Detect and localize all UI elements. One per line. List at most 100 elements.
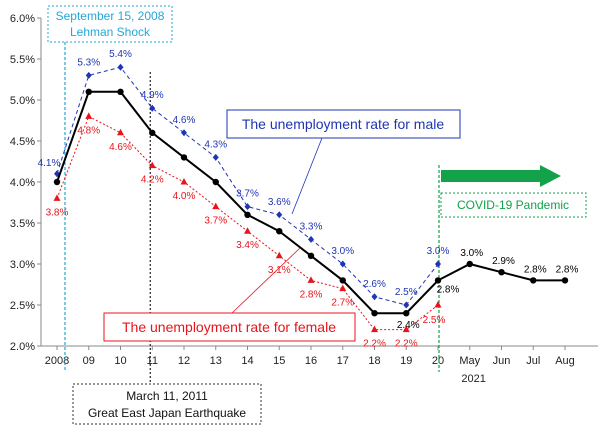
- female-callout-box: [103, 312, 356, 342]
- point-male: [212, 153, 219, 161]
- point-total: [434, 277, 442, 284]
- y-tick-label: 4.5%: [10, 136, 35, 148]
- data-label-male: 5.3%: [77, 57, 100, 68]
- data-label-female: 4.8%: [77, 125, 100, 136]
- data-label-female: 3.8%: [46, 207, 69, 218]
- data-label-female: 2.5%: [423, 315, 446, 326]
- point-female: [371, 325, 378, 333]
- x-tick-label: 10: [114, 355, 126, 367]
- point-male: [371, 293, 378, 301]
- x-tick-label: 19: [400, 355, 412, 367]
- data-label-female: 2.2%: [395, 339, 418, 350]
- female-callout-text: The unemployment rate for female: [122, 319, 336, 335]
- covid-annotation-label: COVID-19 Pandemic: [457, 198, 569, 212]
- point-male: [435, 260, 441, 268]
- data-label-total: 2.8%: [556, 264, 579, 275]
- data-label-total: 2.8%: [437, 284, 460, 295]
- x-tick-label: 09: [83, 355, 95, 367]
- point-total: [117, 88, 124, 96]
- data-label-female: 2.8%: [300, 289, 323, 300]
- data-label-female: 3.1%: [268, 265, 291, 276]
- point-female: [53, 194, 61, 201]
- point-female: [180, 178, 188, 185]
- point-male: [85, 71, 92, 79]
- y-tick-label: 2.0%: [10, 341, 35, 353]
- point-female: [148, 161, 156, 169]
- point-total: [466, 260, 473, 268]
- x-tick-label: 15: [273, 355, 285, 367]
- point-male: [308, 235, 314, 243]
- data-label-male: 3.0%: [331, 246, 354, 257]
- point-total: [85, 88, 92, 96]
- point-male: [149, 104, 156, 112]
- point-total: [339, 277, 346, 284]
- point-total: [561, 277, 569, 284]
- point-female: [339, 284, 347, 292]
- point-total: [498, 269, 505, 276]
- point-total: [307, 252, 315, 259]
- data-label-total: 2.9%: [492, 256, 515, 267]
- data-label-female: 4.2%: [141, 175, 164, 186]
- data-label-female: 4.0%: [173, 191, 196, 202]
- point-male: [181, 129, 187, 137]
- y-tick-label: 2.5%: [10, 300, 35, 312]
- data-label-female: 3.4%: [236, 240, 259, 251]
- point-total: [371, 310, 378, 317]
- female-callout-leader: [231, 247, 301, 314]
- data-label-total: 3.0%: [460, 248, 483, 259]
- data-label-male: 3.7%: [236, 189, 259, 200]
- point-total: [212, 178, 219, 186]
- data-label-total: 2.4%: [397, 320, 420, 331]
- point-total: [244, 211, 251, 218]
- point-female: [275, 251, 283, 259]
- covid-annotation-box: [440, 192, 587, 218]
- data-label-male: 2.5%: [395, 287, 418, 298]
- point-total: [403, 310, 410, 317]
- point-female: [402, 325, 410, 333]
- x-tick-label: Jul: [526, 355, 540, 367]
- y-tick-label: 5.0%: [10, 95, 35, 107]
- point-male: [339, 260, 346, 268]
- data-label-female: 2.2%: [363, 339, 386, 350]
- point-total: [180, 154, 188, 161]
- x-tick-label: May: [459, 355, 480, 367]
- data-label-male: 4.3%: [204, 139, 227, 150]
- data-label-male: 3.6%: [268, 197, 291, 208]
- lehman-annotation-box: [47, 5, 173, 43]
- male-callout-box: [226, 109, 461, 139]
- data-label-female: 2.7%: [331, 298, 354, 309]
- data-label-total: 2.8%: [524, 264, 547, 275]
- x-sublabel-year: 2021: [461, 373, 485, 385]
- lehman-annotation-date: September 15, 2008: [56, 9, 165, 23]
- point-female: [307, 276, 315, 283]
- y-tick-label: 6.0%: [10, 13, 35, 25]
- point-total: [149, 129, 156, 136]
- x-tick-label: 11: [147, 355, 158, 367]
- point-male: [117, 63, 124, 71]
- data-label-male: 3.0%: [427, 246, 450, 257]
- point-total: [53, 178, 61, 186]
- earthquake-annotation-box: [72, 383, 262, 425]
- earthquake-annotation-date: March 11, 2011: [126, 389, 208, 403]
- x-tick-label: 18: [368, 355, 380, 367]
- x-tick-label: 2008: [45, 355, 69, 367]
- data-label-male: 4.9%: [141, 90, 164, 101]
- x-tick-label: 12: [178, 355, 190, 367]
- covid-arrow: [441, 165, 561, 187]
- data-label-female: 3.7%: [204, 216, 227, 227]
- data-label-male: 4.6%: [173, 115, 196, 126]
- x-tick-label: 13: [210, 355, 222, 367]
- point-female: [244, 227, 251, 234]
- point-female: [85, 112, 93, 119]
- point-total: [276, 228, 283, 235]
- x-tick-label: 16: [305, 355, 317, 367]
- point-total: [530, 277, 537, 284]
- y-tick-label: 3.5%: [10, 218, 35, 230]
- point-male: [403, 301, 410, 309]
- x-tick-label: 14: [241, 355, 253, 367]
- point-female: [434, 301, 442, 308]
- series-line-male: [56, 66, 439, 306]
- male-callout-leader: [291, 137, 323, 215]
